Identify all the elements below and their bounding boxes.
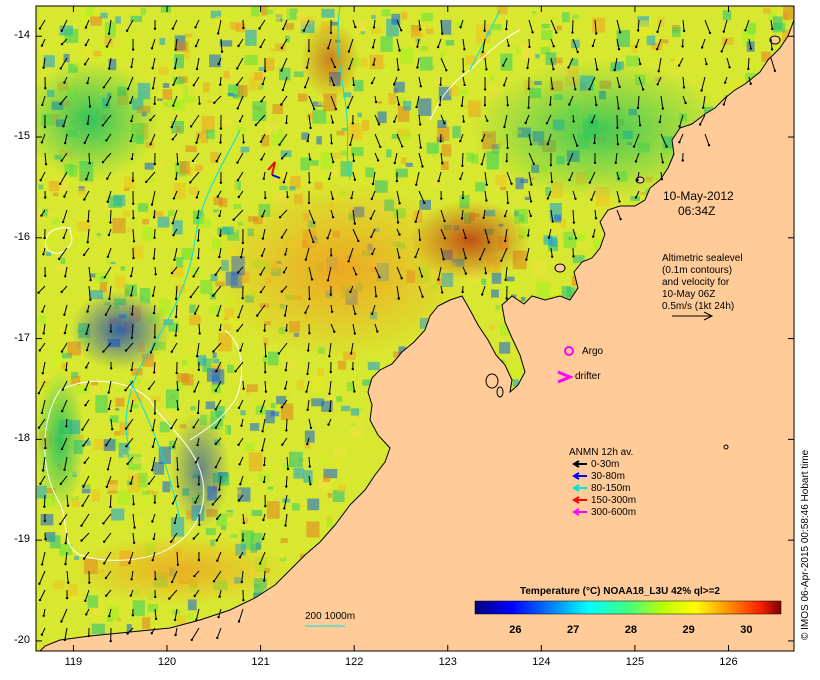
- argo-icon: [564, 346, 574, 356]
- colorbar-tick-label: 29: [682, 624, 695, 636]
- lon-tick-label: 120: [157, 656, 177, 668]
- colorbar-tick-label: 26: [509, 624, 522, 636]
- lon-tick-label: 121: [251, 656, 270, 668]
- anmn-legend-item: 150-300m: [572, 495, 636, 507]
- lat-tick-label: -17: [14, 331, 30, 344]
- drifter-icon: [557, 370, 574, 384]
- lon-tick-label: 125: [625, 656, 645, 668]
- anmn-legend-item: 80-150m: [572, 483, 630, 495]
- colorbar-title: Temperature (°C) NOAA18_L3U 42% ql>=2: [520, 586, 720, 597]
- time-label: 06:34Z: [678, 204, 716, 218]
- arrow-icon: [572, 472, 587, 481]
- date-label: 10-May-2012: [663, 189, 734, 203]
- lat-tick-label: -15: [14, 130, 30, 143]
- argo-label: Argo: [582, 346, 604, 357]
- lon-tick-label: 124: [532, 656, 551, 668]
- velocity-arrows: [37, 19, 777, 643]
- arrow-icon: [572, 484, 587, 493]
- anmn-legend-title: ANMN 12h av.: [569, 447, 634, 458]
- lon-tick-label: 119: [64, 656, 83, 668]
- colorbar-tick-label: 27: [567, 624, 580, 636]
- lon-tick-label: 122: [344, 656, 364, 668]
- anmn-legend-item: 300-600m: [572, 507, 636, 519]
- anmn-legend-item: 30-80m: [572, 471, 625, 483]
- lat-tick-label: -18: [14, 432, 30, 445]
- copyright-text: © IMOS 06-Apr-2015 00:58:46 Hobart time: [800, 449, 811, 640]
- colorbar-tick-label: 30: [740, 624, 753, 636]
- anmn-legend-item: 0-30m: [572, 459, 619, 471]
- map-frame: [35, 5, 795, 652]
- lat-tick-label: -20: [14, 633, 30, 646]
- lat-tick-label: -14: [14, 29, 30, 42]
- drifter-label: drifter: [575, 371, 601, 382]
- lat-tick-label: -16: [14, 230, 30, 243]
- arrow-icon: [572, 460, 587, 469]
- lat-tick-label: -19: [14, 533, 30, 546]
- bathymetry-label: 200 1000m: [305, 611, 356, 622]
- lon-tick-label: 126: [719, 656, 738, 668]
- axis-ticks: [36, 6, 794, 651]
- colorbar: [474, 600, 782, 615]
- land-mass: [39, 6, 794, 651]
- lon-tick-label: 123: [438, 656, 457, 668]
- arrow-icon: [572, 496, 587, 505]
- arrow-icon: [572, 508, 587, 517]
- colorbar-tick-label: 28: [624, 624, 637, 636]
- velocity-scale-arrow: [672, 311, 714, 321]
- altimetric-note: Altimetric sealevel (0.1m contours) and …: [662, 253, 743, 312]
